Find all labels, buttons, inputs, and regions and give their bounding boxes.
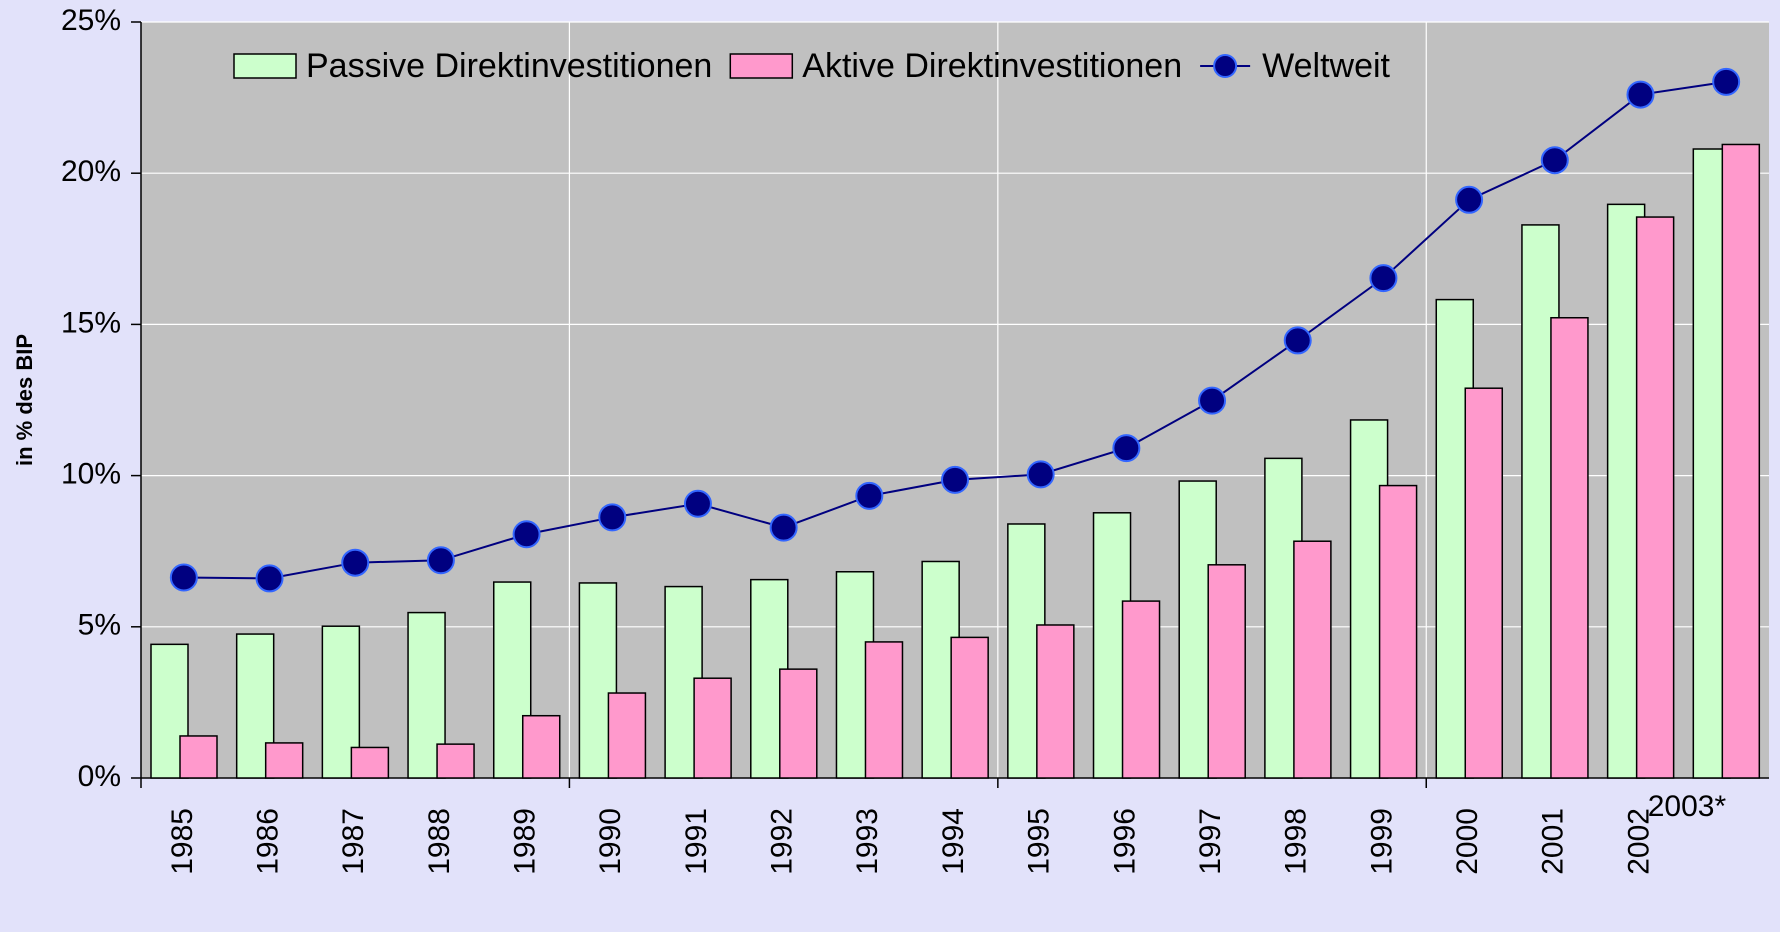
- bar: [864, 641, 904, 779]
- line-marker: [683, 489, 712, 518]
- bar: [950, 636, 989, 779]
- legend-marker: [1213, 54, 1238, 78]
- y-tick-label: 25%: [61, 4, 121, 37]
- line-marker: [169, 563, 198, 592]
- legend-swatch: [233, 53, 297, 79]
- x-tick-label: 1991: [680, 808, 713, 875]
- line-marker: [512, 520, 541, 549]
- y-tick-label: 5%: [78, 609, 121, 642]
- y-tick-label: 0%: [78, 760, 121, 793]
- bar: [1721, 143, 1761, 779]
- line-marker: [1026, 460, 1055, 489]
- line-marker: [341, 548, 370, 577]
- bar: [1121, 600, 1161, 779]
- line-marker: [255, 564, 284, 593]
- bar: [436, 743, 475, 779]
- line-marker: [855, 481, 884, 510]
- line-marker: [1455, 185, 1484, 214]
- line-marker: [1369, 264, 1398, 293]
- y-tick-label: 15%: [61, 306, 121, 339]
- line-marker: [1198, 386, 1227, 415]
- bar: [779, 668, 818, 779]
- bar: [492, 581, 532, 779]
- x-tick-label: 1988: [423, 808, 456, 875]
- x-tick-label: 1990: [594, 808, 627, 875]
- x-tick-label: 1993: [851, 808, 884, 875]
- line-marker: [598, 503, 627, 532]
- line-marker: [1283, 326, 1312, 355]
- bar: [607, 692, 647, 779]
- bar: [1550, 316, 1589, 779]
- bar: [1036, 624, 1075, 779]
- line-marker: [1540, 146, 1569, 175]
- bar: [1464, 387, 1504, 779]
- x-tick-label: 1996: [1108, 808, 1141, 875]
- line-marker: [941, 465, 969, 494]
- line-marker: [1712, 67, 1741, 96]
- legend-swatch: [729, 53, 794, 79]
- line-marker: [769, 513, 798, 542]
- x-tick-label: 1994: [937, 808, 970, 875]
- x-tick-label: 2000: [1451, 808, 1484, 875]
- line-marker: [1112, 434, 1141, 463]
- x-tick-label: 1987: [337, 808, 370, 875]
- line-marker: [1626, 80, 1655, 109]
- x-tick-label: 2002: [1622, 808, 1655, 875]
- x-tick-label: 1985: [166, 808, 199, 875]
- y-tick-label: 20%: [61, 155, 121, 188]
- y-axis-label: in % des BIP: [12, 334, 37, 466]
- bar: [1378, 484, 1418, 779]
- bar: [1635, 216, 1675, 779]
- bar: [350, 746, 390, 779]
- legend-label: Passive Direktinvestitionen: [306, 47, 712, 85]
- x-tick-label: 1992: [766, 808, 799, 875]
- x-tick-label: 1986: [251, 808, 284, 875]
- x-tick-label: 2001: [1537, 808, 1570, 875]
- legend-label: Aktive Direktinvestitionen: [802, 47, 1182, 85]
- bar: [264, 742, 304, 779]
- x-tick-label: 2003*: [1648, 790, 1727, 823]
- legend-label: Weltweit: [1262, 47, 1390, 85]
- bar: [521, 714, 561, 779]
- line-marker: [426, 546, 455, 575]
- y-tick-label: 10%: [61, 458, 121, 491]
- bar: [1207, 564, 1246, 779]
- x-tick-label: 1997: [1194, 808, 1227, 875]
- bar: [578, 582, 618, 779]
- x-tick-label: 1998: [1280, 808, 1313, 875]
- bar: [1293, 540, 1332, 779]
- x-tick-label: 1989: [509, 808, 542, 875]
- x-tick-label: 1995: [1023, 808, 1056, 875]
- bar: [179, 735, 218, 779]
- bar: [693, 677, 732, 779]
- x-tick-label: 1999: [1365, 808, 1398, 875]
